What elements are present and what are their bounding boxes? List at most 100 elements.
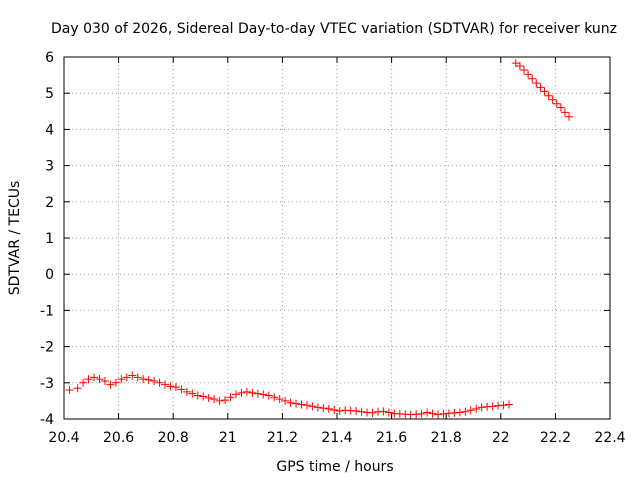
data-point-marker — [117, 375, 126, 384]
data-point-marker — [417, 409, 426, 418]
data-point-marker — [368, 408, 377, 417]
data-point-marker — [133, 373, 142, 382]
data-point-marker — [504, 400, 513, 409]
data-point-marker — [466, 406, 475, 415]
x-axis-label: GPS time / hours — [276, 459, 393, 475]
data-point-marker — [524, 70, 533, 79]
data-point-marker — [428, 409, 437, 418]
data-point-marker — [379, 407, 388, 416]
x-tick-label: 21.8 — [431, 430, 462, 446]
data-point-marker — [439, 409, 448, 418]
data-point-marker — [499, 401, 508, 410]
chart-title: Day 030 of 2026, Sidereal Day-to-day VTE… — [51, 21, 617, 37]
data-point-marker — [182, 387, 191, 396]
data-point-marker — [434, 410, 443, 419]
data-point-marker — [455, 408, 464, 417]
data-point-marker — [556, 103, 565, 112]
y-tick-label: -2 — [40, 340, 54, 356]
data-point-marker — [335, 407, 344, 416]
data-point-marker — [423, 408, 432, 417]
data-point-marker — [210, 395, 219, 404]
data-point-marker — [122, 373, 131, 382]
grid-lines — [64, 57, 610, 419]
data-point-marker — [560, 108, 569, 117]
data-point-marker — [281, 396, 290, 405]
y-tick-label: -3 — [40, 376, 54, 392]
data-point-marker — [106, 380, 115, 389]
data-point-marker — [565, 112, 574, 121]
data-point-marker — [128, 371, 137, 380]
data-point-marker — [472, 404, 481, 413]
data-point-marker — [204, 394, 213, 403]
x-axis-tick-labels: 20.4 20.6 20.8 21 21.2 21.4 21.6 21.8 22 22.2 22.4 — [48, 430, 625, 446]
data-point-marker — [65, 386, 74, 395]
data-point-marker — [324, 404, 333, 413]
data-point-marker — [231, 390, 240, 399]
data-point-marker — [199, 392, 208, 401]
data-point-marker — [528, 74, 537, 83]
data-points — [65, 59, 574, 419]
data-point-marker — [352, 407, 361, 416]
data-point-marker — [264, 391, 273, 400]
data-point-marker — [95, 375, 104, 384]
data-point-marker — [297, 400, 306, 409]
data-point-marker — [319, 404, 328, 413]
y-tick-label: 3 — [45, 159, 54, 175]
data-point-marker — [520, 66, 529, 75]
y-tick-label: 5 — [45, 86, 54, 102]
data-point-marker — [308, 402, 317, 411]
data-point-marker — [548, 95, 557, 104]
data-point-marker — [161, 380, 170, 389]
x-tick-label: 21 — [219, 430, 237, 446]
data-point-marker — [226, 393, 235, 402]
data-point-marker — [242, 387, 251, 396]
data-point-marker — [84, 375, 93, 384]
data-point-marker — [253, 389, 262, 398]
data-point-marker — [286, 398, 295, 407]
data-point-marker — [515, 62, 524, 71]
data-point-marker — [166, 382, 175, 391]
data-point-marker — [384, 408, 393, 417]
data-point-marker — [540, 87, 549, 96]
data-point-marker — [177, 385, 186, 394]
data-point-marker — [139, 375, 148, 384]
x-tick-label: 22.4 — [594, 430, 625, 446]
data-point-marker — [155, 378, 164, 387]
data-point-marker — [73, 384, 82, 393]
data-point-marker — [313, 403, 322, 412]
data-point-marker — [511, 59, 520, 68]
data-point-marker — [259, 390, 268, 399]
data-point-marker — [221, 396, 230, 405]
y-axis-label: SDTVAR / TECUs — [7, 181, 23, 296]
data-point-marker — [292, 399, 301, 408]
x-tick-label: 21.4 — [321, 430, 352, 446]
data-point-marker — [461, 407, 470, 416]
y-tick-label: -4 — [40, 412, 54, 428]
data-point-marker — [150, 376, 159, 385]
data-point-marker — [552, 99, 561, 108]
data-point-marker — [330, 405, 339, 414]
data-point-marker — [302, 401, 311, 410]
data-point-marker — [215, 396, 224, 405]
data-point-marker — [536, 83, 545, 92]
data-point-marker — [248, 388, 257, 397]
data-point-marker — [90, 373, 99, 382]
data-point-marker — [111, 378, 120, 387]
axis-ticks — [63, 56, 611, 420]
data-point-marker — [237, 388, 246, 397]
y-tick-label: 1 — [45, 231, 54, 247]
x-tick-label: 21.6 — [376, 430, 407, 446]
data-point-marker — [357, 407, 366, 416]
y-tick-label: 2 — [45, 195, 54, 211]
x-tick-label: 20.6 — [103, 430, 134, 446]
y-tick-label: 4 — [45, 122, 54, 138]
data-point-marker — [488, 402, 497, 411]
x-tick-label: 22.2 — [540, 430, 571, 446]
data-point-marker — [270, 393, 279, 402]
x-tick-label: 22 — [492, 430, 510, 446]
y-tick-label: -1 — [40, 303, 54, 319]
data-point-marker — [532, 79, 541, 88]
data-point-marker — [171, 383, 180, 392]
x-tick-label: 21.2 — [267, 430, 298, 446]
